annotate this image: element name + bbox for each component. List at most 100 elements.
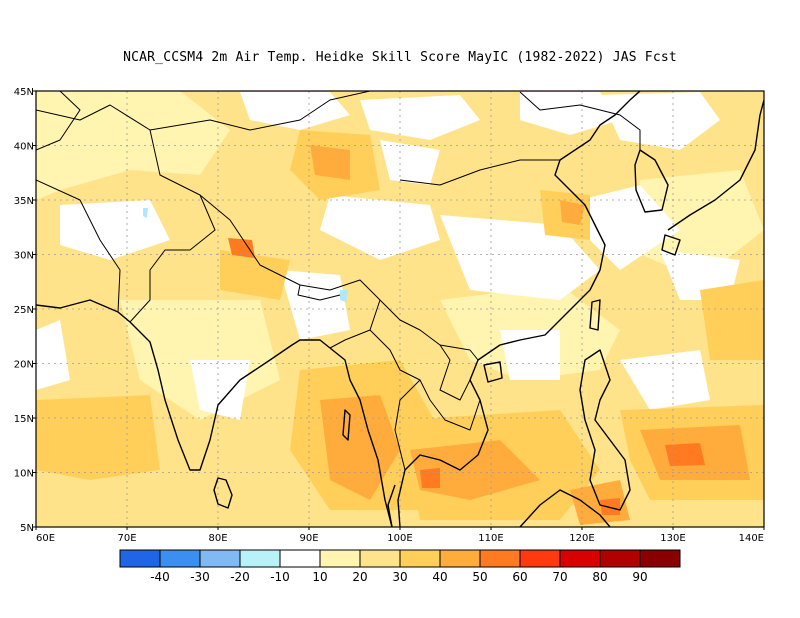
colorbar-swatch [119, 549, 161, 568]
field-region [280, 270, 350, 340]
korea-coastline [634, 149, 669, 213]
field-region [220, 250, 290, 300]
colorbar-label: 80 [592, 570, 607, 584]
colorbar-label: -10 [270, 570, 290, 584]
field-region [36, 395, 160, 480]
lon-tick-label: 90E [299, 533, 318, 544]
borders [36, 91, 641, 471]
colorbar-label: 40 [432, 570, 447, 584]
field-region [240, 92, 350, 130]
colorbar-label: 30 [392, 570, 407, 584]
colorbar-label: 60 [512, 570, 527, 584]
border [394, 379, 421, 471]
lon-tick-label: 100E [387, 533, 412, 544]
colorbar-swatch [199, 549, 241, 568]
lat-tick-label: 30N [14, 251, 34, 262]
field-region [620, 350, 710, 410]
lon-tick-label: 70E [117, 533, 136, 544]
japan-coastline [667, 99, 764, 231]
myanmar-coastline [329, 347, 393, 527]
border [297, 284, 341, 301]
lat-tick-label: 10N [14, 469, 34, 480]
lon-tick-label: 140E [739, 533, 764, 544]
colorbar-label: 70 [552, 570, 567, 584]
field-region [190, 360, 250, 420]
field-region [665, 443, 705, 466]
taiwan-coastline [589, 299, 601, 331]
colorbar-label: -40 [150, 570, 170, 584]
colorbar-swatch [239, 549, 281, 568]
colorbar-label: -20 [230, 570, 250, 584]
colorbar-swatch [599, 549, 641, 568]
lat-tick-label: 5N [20, 523, 34, 534]
colorbar-label: 90 [632, 570, 647, 584]
field-region [700, 280, 764, 360]
colorbar-swatch [159, 549, 201, 568]
colorbar-label: 50 [472, 570, 487, 584]
colorbar-swatch [279, 549, 321, 568]
field-region [600, 92, 720, 150]
japan-coastline [661, 234, 681, 256]
colorbar-swatch [399, 549, 441, 568]
lat-tick-label: 15N [14, 414, 34, 425]
border [519, 91, 641, 150]
field-region [310, 145, 350, 180]
colorbar-swatch [319, 549, 361, 568]
colorbar-swatch [479, 549, 521, 568]
colorbar-swatch [639, 549, 681, 568]
colorbar-swatch [559, 549, 601, 568]
field-region [500, 330, 560, 380]
lat-tick-label: 20N [14, 360, 34, 371]
lon-tick-label: 130E [660, 533, 685, 544]
field-region [600, 498, 620, 515]
field-region [36, 320, 70, 390]
border [149, 91, 371, 131]
field-region [380, 140, 440, 185]
lake [340, 290, 348, 302]
colorbar-label: 20 [352, 570, 367, 584]
border [379, 299, 479, 361]
lat-tick-label: 40N [14, 142, 34, 153]
sri-lanka-coastline [213, 477, 233, 509]
border [369, 329, 481, 431]
indochina-coastline [397, 91, 641, 527]
lon-tick-label: 80E [208, 533, 227, 544]
field-region [410, 440, 540, 500]
border [199, 194, 381, 349]
field-region [360, 95, 480, 140]
colorbar-swatch [519, 549, 561, 568]
colorbar-swatch [359, 549, 401, 568]
map-title: NCAR_CCSM4 2m Air Temp. Heidke Skill Sco… [123, 50, 677, 65]
lat-tick-label: 25N [14, 305, 34, 316]
field-region [420, 468, 440, 488]
border [399, 159, 560, 186]
colorbar: -40 -30 -20 -10 10 20 30 40 50 60 70 80 90 [119, 549, 681, 584]
border [36, 104, 216, 323]
lon-tick-label: 120E [569, 533, 594, 544]
field-region [560, 200, 585, 225]
border [36, 179, 121, 313]
coastlines [36, 91, 764, 527]
field-region [320, 195, 440, 260]
colorbar-label: 10 [312, 570, 327, 584]
malay-coastline [387, 484, 396, 527]
field-region [228, 238, 255, 258]
colorbar-swatch [439, 549, 481, 568]
field-region [520, 92, 620, 135]
borneo-coastline [519, 489, 611, 527]
lat-tick-label: 45N [14, 87, 34, 98]
border [36, 91, 81, 151]
lake [143, 208, 148, 218]
hainan-coastline [483, 361, 503, 383]
philippines-coastline [579, 349, 631, 511]
colorbar-label: -30 [190, 570, 210, 584]
lon-tick-label: 110E [478, 533, 503, 544]
andaman-coastline [342, 409, 351, 441]
field-region [580, 185, 680, 270]
grid-lines [36, 91, 764, 527]
border [439, 344, 471, 401]
lat-tick-label: 35N [14, 196, 34, 207]
lon-tick-label: 60E [36, 533, 55, 544]
